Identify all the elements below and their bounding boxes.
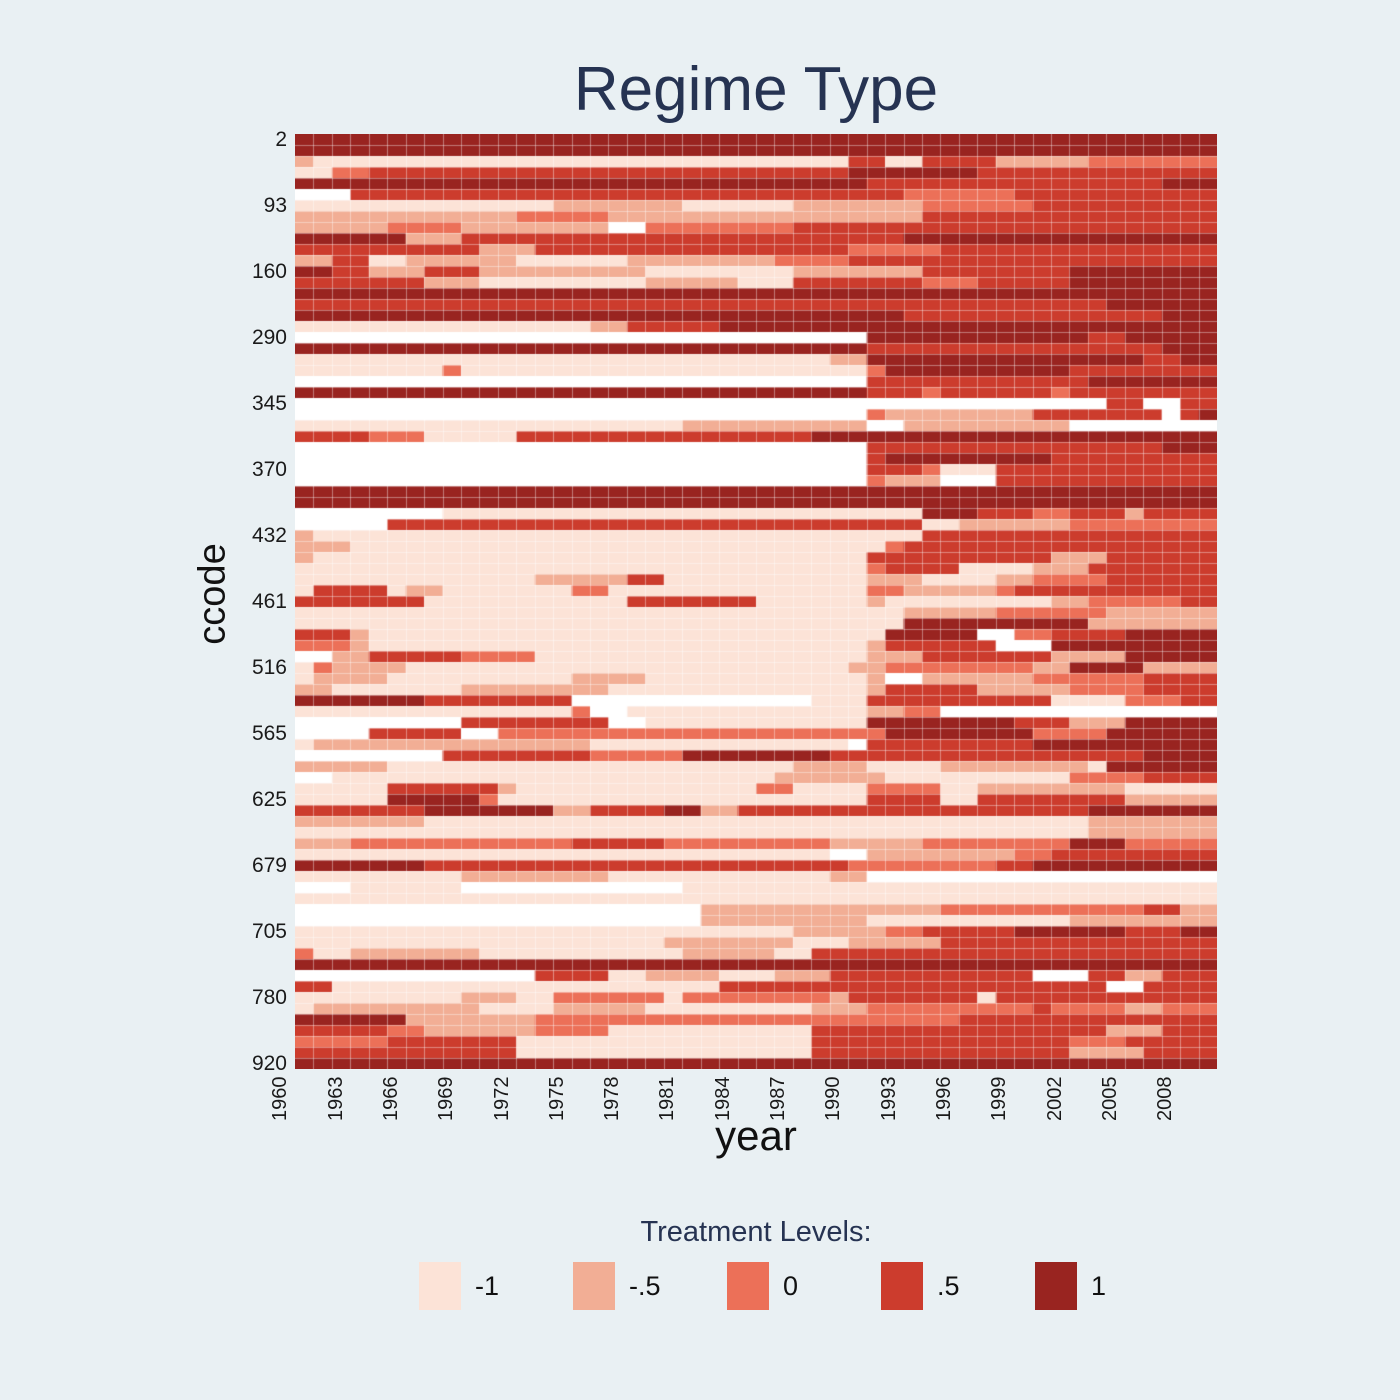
legend-swatch-1: [1035, 1262, 1077, 1310]
legend-label: -.5: [629, 1271, 661, 1301]
legend-label: .5: [937, 1271, 960, 1301]
legend-label: 1: [1091, 1271, 1107, 1301]
legend-label: 0: [783, 1271, 799, 1301]
y-tick-label: 679: [251, 853, 287, 877]
y-tick-label: 345: [251, 391, 287, 415]
y-tick-label: 920: [251, 1051, 287, 1075]
y-tick-label: 565: [251, 721, 287, 745]
y-tick-label: 625: [251, 787, 287, 811]
x-axis-title: year: [715, 1112, 797, 1159]
y-tick-label: 2: [275, 127, 287, 151]
heatmap-plot-area: [295, 134, 1217, 1069]
legend-title: Treatment Levels:: [640, 1216, 872, 1248]
legend-swatch-0: [727, 1262, 769, 1310]
legend-swatch--1: [419, 1262, 461, 1310]
y-tick-label: 160: [251, 259, 287, 283]
y-tick-label: 93: [263, 193, 287, 217]
y-tick-label: 290: [251, 325, 287, 349]
y-tick-label: 432: [251, 523, 287, 547]
y-axis-title: ccode: [191, 543, 234, 645]
legend-label: -1: [475, 1271, 500, 1301]
y-tick-label: 780: [251, 985, 287, 1009]
legend-swatch-.5: [881, 1262, 923, 1310]
y-tick-label: 705: [251, 919, 287, 943]
y-tick-label: 516: [251, 655, 287, 679]
y-tick-label: 370: [251, 457, 287, 481]
chart-title: Regime Type: [573, 55, 939, 124]
legend-swatch--.5: [573, 1262, 615, 1310]
y-tick-label: 461: [251, 589, 287, 613]
x-tick-label: 1960: [269, 1076, 292, 1122]
